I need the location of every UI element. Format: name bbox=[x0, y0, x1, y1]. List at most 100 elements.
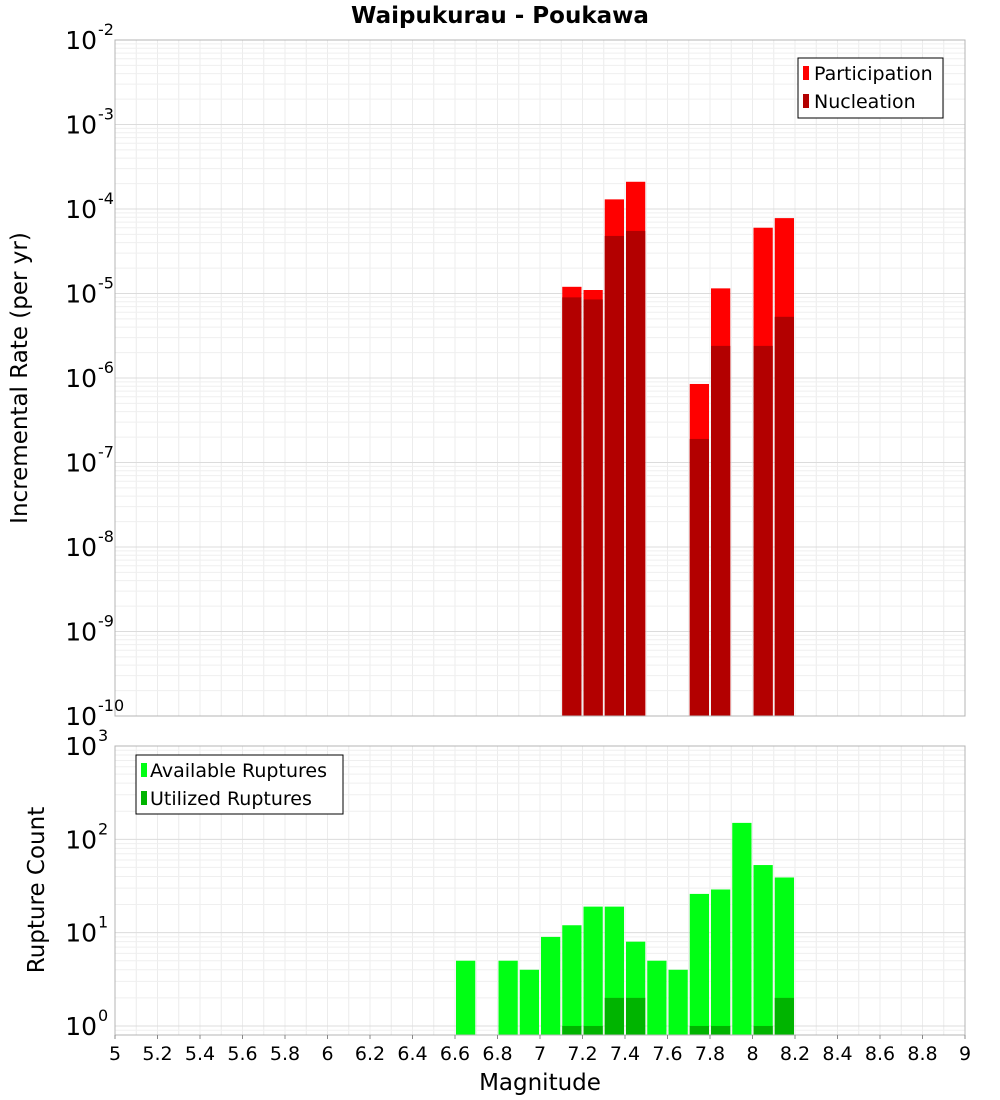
available-ruptures-bar bbox=[689, 893, 709, 1035]
y-tick-base: 10 bbox=[65, 618, 97, 647]
y-tick-base: 10 bbox=[65, 280, 97, 309]
nucleation-bar bbox=[604, 235, 624, 716]
utilized-ruptures-bar bbox=[562, 1025, 582, 1035]
utilized-ruptures-bar bbox=[583, 1025, 603, 1035]
top-grid bbox=[114, 39, 966, 717]
legend-label-available: Available Ruptures bbox=[150, 760, 327, 782]
x-tick-label: 7.2 bbox=[567, 1043, 597, 1065]
legend-label-utilized: Utilized Ruptures bbox=[150, 788, 312, 810]
utilized-ruptures-bar bbox=[711, 1025, 731, 1035]
y-tick-label: 10 -9 bbox=[65, 612, 114, 647]
y-tick-base: 10 bbox=[65, 702, 97, 731]
y-tick-exponent: -5 bbox=[98, 274, 114, 293]
y-tick-label: 10 -3 bbox=[65, 105, 114, 140]
legend-swatch-utilized bbox=[141, 791, 147, 805]
x-tick-label: 7.8 bbox=[695, 1043, 725, 1065]
y-tick-label: 10 -7 bbox=[65, 443, 114, 478]
y-tick-base: 10 bbox=[65, 825, 97, 854]
y-tick-base: 10 bbox=[65, 364, 97, 393]
y-tick-exponent: -6 bbox=[98, 358, 114, 377]
available-ruptures-bar bbox=[456, 960, 476, 1035]
nucleation-bar bbox=[689, 438, 709, 716]
utilized-ruptures-bar bbox=[604, 997, 624, 1035]
y-tick-base: 10 bbox=[65, 195, 97, 224]
y-tick-exponent: 1 bbox=[98, 913, 108, 932]
y-tick-base: 10 bbox=[65, 1012, 97, 1041]
y-tick-label: 10 -4 bbox=[65, 189, 114, 224]
y-tick-label: 10 -8 bbox=[65, 527, 114, 562]
available-ruptures-bar bbox=[774, 877, 794, 1035]
utilized-ruptures-bar bbox=[753, 1025, 773, 1035]
x-tick-label: 8.6 bbox=[865, 1043, 895, 1065]
x-tick-label: 8.8 bbox=[907, 1043, 937, 1065]
y-tick-label: 10 -6 bbox=[65, 358, 114, 393]
x-tick-label: 6.8 bbox=[482, 1043, 512, 1065]
x-tick-label: 7.4 bbox=[610, 1043, 640, 1065]
legend-swatch-nucleation bbox=[803, 94, 809, 108]
x-tick-label: 6.4 bbox=[397, 1043, 427, 1065]
x-tick-label: 5.6 bbox=[227, 1043, 257, 1065]
x-tick-label: 5.8 bbox=[270, 1043, 300, 1065]
nucleation-bar bbox=[753, 345, 773, 716]
y-tick-label: 10 3 bbox=[65, 726, 108, 761]
x-tick-label: 8.4 bbox=[822, 1043, 852, 1065]
y-tick-label: 10 2 bbox=[65, 819, 108, 854]
available-ruptures-bar bbox=[668, 969, 688, 1035]
legend-swatch-available bbox=[141, 763, 147, 777]
x-tick-label: 5.4 bbox=[185, 1043, 215, 1065]
available-ruptures-bar bbox=[647, 960, 667, 1035]
utilized-ruptures-bar bbox=[626, 997, 646, 1035]
y-tick-exponent: 0 bbox=[98, 1006, 108, 1025]
x-tick-label: 8.2 bbox=[780, 1043, 810, 1065]
x-tick-label: 5 bbox=[109, 1043, 121, 1065]
x-tick-label: 6 bbox=[321, 1043, 333, 1065]
available-ruptures-bar bbox=[562, 925, 582, 1035]
available-ruptures-bar bbox=[753, 865, 773, 1035]
y-tick-base: 10 bbox=[65, 533, 97, 562]
available-ruptures-bar bbox=[541, 936, 561, 1035]
y-tick-exponent: -2 bbox=[98, 20, 114, 39]
y-tick-exponent: -8 bbox=[98, 527, 114, 546]
top-y-axis-label: Incremental Rate (per yr) bbox=[7, 232, 33, 524]
y-tick-exponent: -10 bbox=[98, 696, 124, 715]
y-tick-base: 10 bbox=[65, 919, 97, 948]
y-tick-label: 10 -5 bbox=[65, 274, 114, 309]
bottom-y-axis-label: Rupture Count bbox=[24, 807, 50, 973]
y-tick-base: 10 bbox=[65, 111, 97, 140]
utilized-ruptures-bar bbox=[774, 997, 794, 1035]
legend-label-participation: Participation bbox=[814, 63, 933, 85]
bottom-bars bbox=[456, 822, 794, 1035]
available-ruptures-bar bbox=[732, 822, 752, 1035]
legend-swatch-participation bbox=[803, 66, 809, 80]
y-tick-label: 10 0 bbox=[65, 1006, 108, 1041]
available-ruptures-bar bbox=[711, 889, 731, 1035]
y-tick-exponent: 3 bbox=[98, 726, 108, 745]
legend-label-nucleation: Nucleation bbox=[814, 91, 916, 113]
y-tick-exponent: -7 bbox=[98, 443, 114, 462]
y-tick-exponent: -3 bbox=[98, 105, 114, 124]
utilized-ruptures-bar bbox=[689, 1025, 709, 1035]
top-legend-box bbox=[797, 57, 944, 119]
x-tick-label: 9 bbox=[959, 1043, 971, 1065]
y-tick-exponent: 2 bbox=[98, 819, 108, 838]
x-tick-label: 5.2 bbox=[142, 1043, 172, 1065]
nucleation-bar bbox=[774, 316, 794, 716]
top-bars bbox=[562, 181, 794, 717]
available-ruptures-bar bbox=[498, 960, 518, 1035]
nucleation-bar bbox=[626, 230, 646, 717]
nucleation-bar bbox=[711, 345, 731, 716]
x-tick-label: 6.2 bbox=[355, 1043, 385, 1065]
chart-title: Waipukurau - Poukawa bbox=[351, 3, 649, 29]
nucleation-bar bbox=[562, 297, 582, 716]
top-plot-border bbox=[114, 39, 966, 717]
x-axis-label: Magnitude bbox=[479, 1070, 601, 1096]
y-tick-label: 10 -10 bbox=[65, 696, 124, 731]
available-ruptures-bar bbox=[583, 906, 603, 1035]
y-tick-exponent: -9 bbox=[98, 612, 114, 631]
available-ruptures-bar bbox=[519, 969, 539, 1035]
x-tick-label: 6.6 bbox=[440, 1043, 470, 1065]
